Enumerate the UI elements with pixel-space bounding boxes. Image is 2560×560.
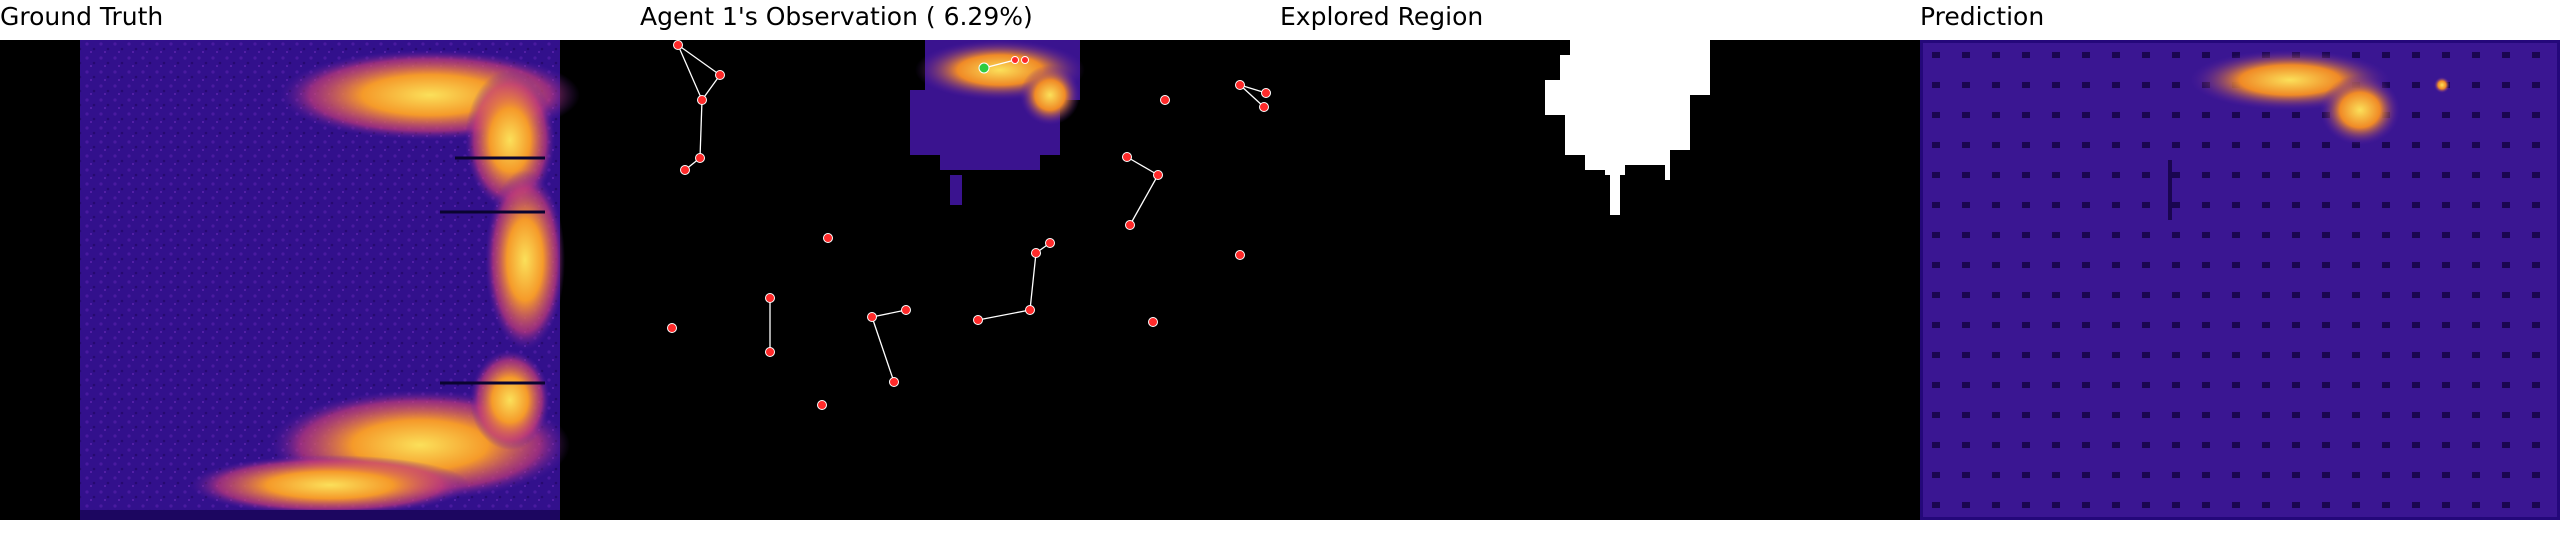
explored-title: Explored Region (1280, 2, 1484, 31)
panel-ground-truth: Ground Truth (0, 0, 640, 560)
ground-truth-image (0, 40, 640, 520)
observation-image (640, 40, 1280, 520)
explored-image (1280, 40, 1920, 520)
panel-prediction: Prediction (1920, 0, 2560, 560)
agent-position-marker (978, 62, 990, 74)
observation-title: Agent 1's Observation ( 6.29%) (640, 2, 1033, 31)
ground-truth-title: Ground Truth (0, 2, 164, 31)
prediction-title: Prediction (1920, 2, 2045, 31)
panel-observation: Agent 1's Observation ( 6.29%) (640, 0, 1280, 560)
observed-patch (910, 40, 1085, 205)
graph-nodes (667, 40, 1271, 410)
panel-explored: Explored Region (1280, 0, 1920, 560)
explored-mask (1545, 40, 1710, 215)
prediction-image (1920, 40, 2560, 520)
